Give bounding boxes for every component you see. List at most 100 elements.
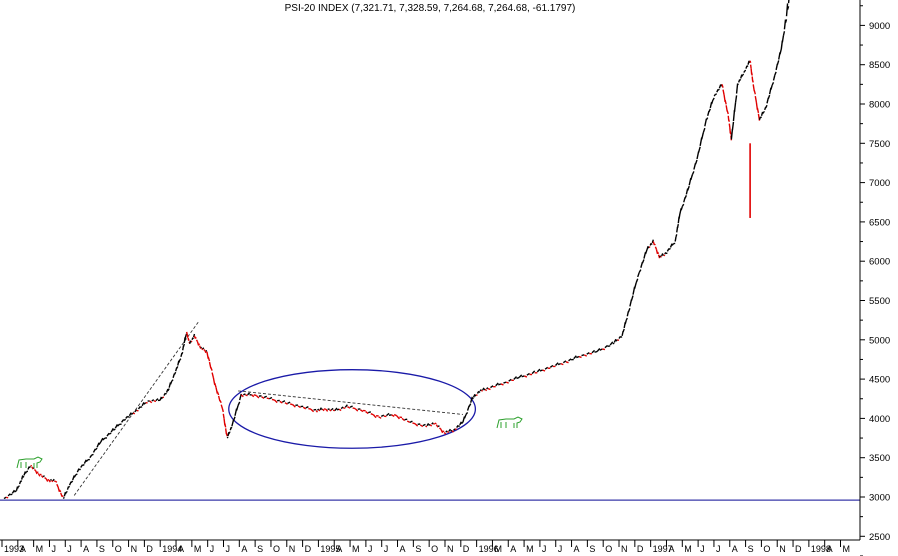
price-segment bbox=[195, 339, 199, 343]
price-segment bbox=[89, 454, 93, 459]
price-segment bbox=[370, 413, 374, 416]
price-segment bbox=[704, 118, 708, 127]
price-segment bbox=[678, 213, 681, 219]
price-segment bbox=[334, 407, 338, 411]
x-tick-label: 1996 bbox=[479, 544, 499, 554]
price-segment bbox=[20, 480, 23, 483]
annotations bbox=[0, 143, 860, 501]
price-segment bbox=[557, 362, 561, 366]
price-segment bbox=[151, 399, 155, 402]
price-segment bbox=[414, 423, 419, 427]
price-segment bbox=[752, 80, 754, 83]
price-segment bbox=[365, 411, 369, 415]
price-segment bbox=[266, 397, 270, 400]
price-segment bbox=[230, 426, 233, 429]
x-tick-label: S bbox=[257, 544, 263, 554]
price-segment bbox=[125, 415, 129, 419]
price-segment bbox=[775, 63, 779, 71]
x-tick-label: M bbox=[194, 544, 202, 554]
price-segment bbox=[568, 358, 572, 362]
price-segment bbox=[721, 84, 724, 88]
price-segment bbox=[774, 71, 777, 76]
y-tick-label: 5000 bbox=[869, 335, 890, 346]
price-segment bbox=[140, 406, 143, 409]
price-segment bbox=[251, 394, 255, 398]
price-segment bbox=[438, 427, 442, 430]
price-segment bbox=[73, 474, 77, 478]
price-segment bbox=[198, 343, 201, 346]
price-segment bbox=[378, 416, 382, 419]
bull-icon bbox=[496, 416, 523, 429]
price-segment bbox=[338, 408, 342, 412]
price-segment bbox=[317, 408, 320, 411]
price-segment bbox=[604, 344, 609, 349]
price-segment bbox=[482, 387, 485, 391]
price-segment bbox=[7, 493, 11, 497]
price-segment bbox=[322, 408, 325, 412]
price-segment bbox=[237, 401, 241, 406]
price-segment bbox=[754, 96, 758, 103]
x-tick-label: 1998 bbox=[811, 544, 831, 554]
price-segment bbox=[263, 395, 268, 399]
price-segment bbox=[729, 131, 732, 135]
price-segment bbox=[760, 116, 763, 119]
price-segment bbox=[735, 83, 739, 94]
price-segment bbox=[459, 421, 462, 426]
y-tick-label: 8000 bbox=[869, 100, 890, 111]
price-segment bbox=[434, 422, 437, 425]
price-segment bbox=[380, 414, 385, 418]
price-segment bbox=[352, 407, 356, 410]
price-segment bbox=[196, 341, 200, 346]
price-segment bbox=[486, 387, 489, 390]
price-segment bbox=[219, 399, 222, 404]
price-segment bbox=[160, 396, 164, 400]
price-segment bbox=[726, 110, 729, 115]
y-tick-label: 7500 bbox=[869, 139, 890, 150]
price-segment bbox=[231, 419, 235, 427]
price-segment bbox=[655, 249, 659, 255]
x-tick-label: J bbox=[225, 544, 230, 554]
x-tick-label: A bbox=[241, 544, 247, 554]
price-segment bbox=[76, 468, 80, 473]
price-segment bbox=[21, 475, 24, 480]
x-tick-label: O bbox=[605, 544, 612, 554]
y-tick-label: 6000 bbox=[869, 257, 890, 268]
price-segment bbox=[740, 74, 743, 79]
x-tick-label: J bbox=[558, 544, 563, 554]
price-segment bbox=[216, 391, 220, 396]
price-segment bbox=[75, 473, 78, 476]
x-tick-label: M bbox=[684, 544, 692, 554]
price-segment bbox=[549, 364, 554, 368]
price-segment bbox=[112, 428, 116, 431]
price-segment bbox=[203, 349, 206, 351]
price-segment bbox=[297, 405, 301, 409]
price-segment bbox=[676, 226, 679, 233]
price-segment bbox=[102, 437, 106, 441]
price-segment bbox=[57, 486, 61, 492]
price-segment bbox=[771, 82, 775, 86]
price-segment bbox=[33, 468, 37, 472]
price-segment bbox=[750, 72, 753, 76]
price-segment bbox=[132, 412, 136, 415]
price-segment bbox=[271, 398, 275, 401]
x-tick-label: J bbox=[716, 544, 721, 554]
price-segment bbox=[406, 420, 411, 423]
price-segment bbox=[83, 459, 87, 464]
price-segment bbox=[235, 405, 239, 411]
price-segment bbox=[536, 368, 541, 373]
price-segment bbox=[292, 404, 296, 408]
price-segment bbox=[749, 60, 752, 63]
price-segment bbox=[724, 99, 727, 105]
price-segment bbox=[70, 480, 74, 484]
price-segment bbox=[779, 48, 783, 55]
y-tick-label: 9000 bbox=[869, 21, 890, 32]
price-segment bbox=[340, 406, 344, 410]
price-segment bbox=[228, 431, 231, 435]
x-tick-label: A bbox=[178, 544, 184, 554]
price-segment bbox=[193, 335, 197, 340]
price-segment bbox=[385, 412, 390, 417]
x-tick-label: D bbox=[146, 544, 153, 554]
price-segment bbox=[508, 378, 512, 382]
price-segment bbox=[58, 489, 62, 493]
